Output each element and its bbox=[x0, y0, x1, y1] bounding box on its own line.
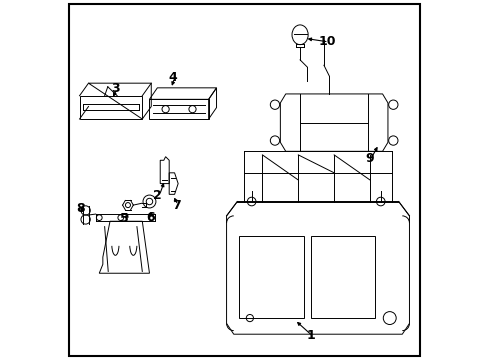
Text: 1: 1 bbox=[306, 329, 315, 342]
Text: 4: 4 bbox=[168, 71, 177, 84]
Text: 5: 5 bbox=[120, 212, 128, 225]
Text: 2: 2 bbox=[153, 189, 162, 202]
Text: 7: 7 bbox=[172, 199, 181, 212]
Text: 8: 8 bbox=[76, 202, 84, 215]
Text: 3: 3 bbox=[111, 82, 120, 95]
Text: 10: 10 bbox=[318, 35, 335, 49]
Text: 9: 9 bbox=[364, 152, 373, 165]
Text: 6: 6 bbox=[145, 211, 154, 224]
